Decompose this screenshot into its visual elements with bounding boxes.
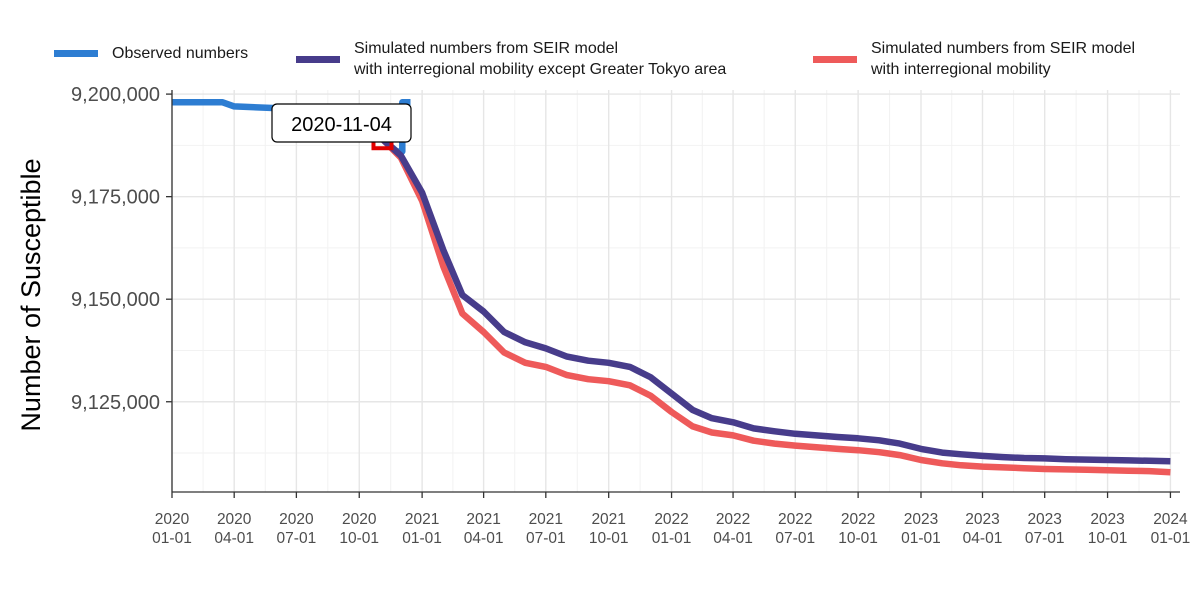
x-tick-label-date: 01-01 [402, 530, 442, 547]
series-line-1 [380, 136, 1171, 465]
x-tick-label-date: 10-01 [589, 530, 629, 547]
x-tick-label-year: 2023 [965, 511, 999, 528]
x-tick-label-year: 2023 [904, 511, 938, 528]
x-tick-label-date: 07-01 [775, 530, 815, 547]
x-tick-label-year: 2020 [155, 511, 190, 528]
legend-label-sim-mobility: Simulated numbers from SEIR model with i… [871, 40, 1136, 78]
legend-item-observed: Observed numbers [54, 43, 248, 64]
x-tick-label-year: 2021 [466, 511, 500, 528]
x-tick-label-date: 04-01 [214, 530, 254, 547]
legend-key-sim-except-tokyo [296, 55, 340, 63]
annotation-label: 2020-11-04 [291, 114, 392, 136]
x-tick-label-year: 2020 [342, 511, 377, 528]
legend-key-sim-mobility [813, 55, 857, 63]
annotation-box [271, 103, 412, 143]
x-tick-label-date: 04-01 [464, 530, 504, 547]
x-tick-label-year: 2023 [1090, 511, 1124, 528]
x-tick-label-year: 2021 [529, 511, 563, 528]
x-tick-label-date: 10-01 [1088, 530, 1128, 547]
annotation-layer: 2020-11-04 [271, 103, 412, 151]
x-tick-label-date: 07-01 [277, 530, 317, 547]
x-tick-label-year: 2020 [217, 511, 252, 528]
x-tick-label-year: 2024 [1153, 511, 1188, 528]
x-tick-label-date: 07-01 [526, 530, 566, 547]
x-tick-label-year: 2023 [1027, 511, 1061, 528]
x-tick-label-date: 04-01 [713, 530, 753, 547]
legend-label-observed: Observed numbers [112, 45, 249, 62]
x-tick-label-date: 04-01 [963, 530, 1003, 547]
y-tick-label: 9,150,000 [71, 289, 160, 311]
y-tick-label: 9,125,000 [71, 392, 160, 414]
y-axis-label: Number of Susceptible [16, 158, 46, 431]
x-tick-label-date: 01-01 [1151, 530, 1191, 547]
x-tick-label-year: 2022 [841, 511, 875, 528]
y-tick-label: 9,175,000 [71, 187, 160, 209]
x-tick-label-year: 2021 [591, 511, 625, 528]
x-tick-label-year: 2021 [405, 511, 439, 528]
x-tick-label-date: 01-01 [901, 530, 941, 547]
x-tick-label-year: 2020 [279, 511, 314, 528]
legend-item-sim-except-tokyo: Simulated numbers from SEIR model with i… [296, 38, 726, 80]
legend-label-sim-except-tokyo: Simulated numbers from SEIR model with i… [354, 40, 727, 78]
series-line-2 [380, 136, 1171, 476]
x-tick-label-date: 01-01 [152, 530, 192, 547]
y-tick-label: 9,200,000 [71, 84, 160, 106]
axes: 9,125,000 9,150,000 9,175,000 9,200,000 2020… [71, 84, 1190, 547]
x-tick-label-year: 2022 [716, 511, 750, 528]
legend-item-sim-mobility: Simulated numbers from SEIR model with i… [813, 38, 1135, 80]
grid [171, 90, 1180, 492]
x-tick-label-year: 2022 [778, 511, 812, 528]
legend-key-observed [54, 50, 98, 57]
x-tick-label-date: 10-01 [339, 530, 379, 547]
x-tick-label-date: 07-01 [1025, 530, 1065, 547]
x-tick-label-date: 01-01 [652, 530, 692, 547]
x-tick-label-date: 10-01 [838, 530, 878, 547]
x-tick-label-year: 2022 [654, 511, 688, 528]
